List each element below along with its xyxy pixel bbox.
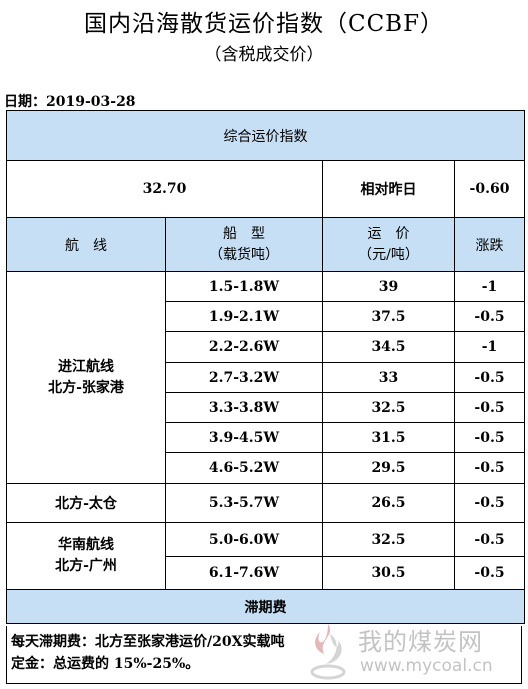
table-row: 进江航线 北方-张家港 1.5-1.8W 39 -1 bbox=[6, 271, 525, 484]
ship-type-cell: 6.1-7.6W bbox=[165, 556, 323, 590]
table-row: 4.6-5.2W 29.5 -0.5 bbox=[7, 452, 525, 484]
price-cell: 34.5 bbox=[322, 331, 455, 363]
ship-type-cell: 3.3-3.8W bbox=[165, 392, 323, 423]
price-cell: 32.5 bbox=[322, 522, 455, 557]
table-row: 3.9-4.5W 31.5 -0.5 bbox=[7, 422, 525, 453]
table-row: 2.7-3.2W 33 -0.5 bbox=[7, 362, 525, 393]
demurrage-notes: 每天滞期费：北方至张家港运价/20X实载吨 定金：总运费的 15%-25%。 bbox=[6, 626, 522, 684]
route-cell: 进江航线 北方-张家港 bbox=[6, 271, 166, 484]
column-header-freight: 运 价 （元/吨） bbox=[322, 217, 455, 272]
price-cell: 30.5 bbox=[322, 556, 455, 590]
page-subtitle: （含税成交价） bbox=[204, 45, 324, 65]
change-cell: -1 bbox=[454, 271, 525, 302]
freight-label: 运 价 bbox=[367, 225, 410, 242]
change-cell: -1 bbox=[454, 331, 525, 363]
table-row: 6.1-7.6W 30.5 -0.5 bbox=[7, 556, 525, 590]
price-cell: 31.5 bbox=[322, 422, 455, 453]
route-name: 华南航线 bbox=[58, 537, 114, 553]
ship-type-cell: 1.9-2.1W bbox=[165, 301, 323, 332]
price-cell: 26.5 bbox=[322, 483, 455, 523]
change-cell: -0.5 bbox=[454, 452, 525, 484]
report-date: 日期：2019-03-28 bbox=[4, 94, 136, 110]
demurrage-header: 滞期费 bbox=[6, 589, 525, 624]
change-cell: -0.5 bbox=[454, 362, 525, 393]
price-cell: 29.5 bbox=[322, 452, 455, 484]
change-cell: -0.5 bbox=[454, 522, 525, 557]
composite-index-header: 综合运价指数 bbox=[6, 110, 525, 161]
deposit-note: 定金：总运费的 15%-25%。 bbox=[11, 656, 200, 672]
ship-type-cell: 5.3-5.7W bbox=[165, 483, 323, 523]
freight-unit: （元/吨） bbox=[358, 246, 419, 263]
table-row: 2.2-2.6W 34.5 -1 bbox=[7, 331, 525, 363]
change-cell: -0.5 bbox=[454, 392, 525, 423]
table-row: 3.3-3.8W 32.5 -0.5 bbox=[7, 392, 525, 423]
price-cell: 37.5 bbox=[322, 301, 455, 332]
composite-change-value: -0.60 bbox=[454, 160, 525, 218]
composite-index-value: 32.70 bbox=[6, 160, 323, 218]
route-detail: 北方-广州 bbox=[55, 558, 117, 574]
column-header-change: 涨跌 bbox=[454, 217, 525, 272]
column-header-ship-type: 船 型 （载货吨） bbox=[165, 217, 323, 272]
ship-type-cell: 3.9-4.5W bbox=[165, 422, 323, 453]
route-name: 进江航线 bbox=[58, 358, 114, 375]
ship-type-cell: 4.6-5.2W bbox=[165, 452, 323, 484]
price-cell: 33 bbox=[322, 362, 455, 393]
table-row: 北方-太仓 5.3-5.7W 26.5 -0.5 bbox=[6, 483, 525, 523]
ship-type-cell: 2.7-3.2W bbox=[165, 362, 323, 393]
change-label: 相对昨日 bbox=[322, 160, 455, 218]
table-row: 1.9-2.1W 37.5 -0.5 bbox=[7, 301, 525, 332]
price-cell: 32.5 bbox=[322, 392, 455, 423]
change-cell: -0.5 bbox=[454, 556, 525, 590]
route-detail: 北方-张家港 bbox=[48, 379, 124, 396]
price-cell: 39 bbox=[322, 271, 455, 302]
ship-type-cell: 2.2-2.6W bbox=[165, 331, 323, 363]
change-cell: -0.5 bbox=[454, 301, 525, 332]
demurrage-daily-fee: 每天滞期费：北方至张家港运价/20X实载吨 bbox=[11, 634, 285, 650]
change-cell: -0.5 bbox=[454, 422, 525, 453]
ship-type-cell: 5.0-6.0W bbox=[165, 522, 323, 557]
route-cell: 北方-太仓 bbox=[6, 483, 166, 523]
ship-type-unit: （载货吨） bbox=[209, 246, 279, 263]
table-row: 华南航线 北方-广州 5.0-6.0W 32.5 -0.5 bbox=[6, 522, 525, 590]
page-title: 国内沿海散货运价指数（CCBF） bbox=[83, 11, 445, 37]
column-header-route: 航 线 bbox=[6, 217, 166, 272]
ship-type-label: 船 型 bbox=[223, 225, 265, 242]
route-cell: 华南航线 北方-广州 bbox=[6, 522, 166, 590]
freight-index-table: 综合运价指数 32.70 相对昨日 -0.60 航 线 船 型 （载货吨） 运 … bbox=[6, 110, 525, 624]
ship-type-cell: 1.5-1.8W bbox=[165, 271, 323, 302]
change-cell: -0.5 bbox=[454, 483, 525, 523]
